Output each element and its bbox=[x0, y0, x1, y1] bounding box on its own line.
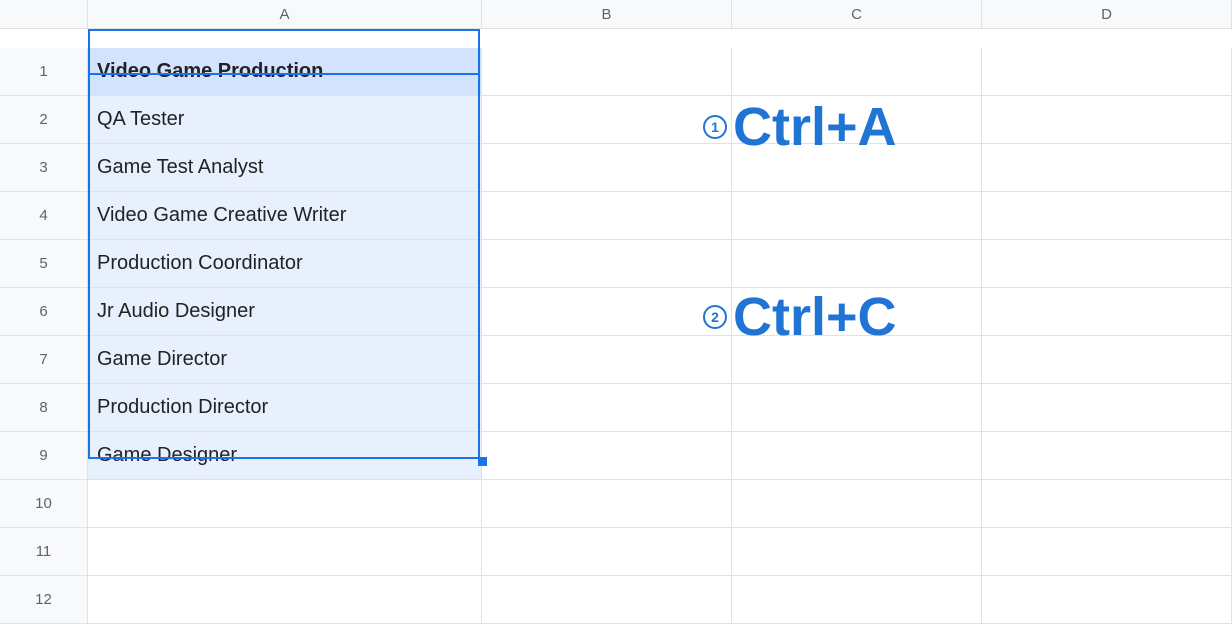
select-all-corner[interactable] bbox=[0, 0, 88, 29]
cell-A3[interactable]: Game Test Analyst bbox=[88, 144, 482, 192]
cell-B10[interactable] bbox=[482, 480, 732, 528]
cell-D9[interactable] bbox=[982, 432, 1232, 480]
cell-D3[interactable] bbox=[982, 144, 1232, 192]
cell-A1[interactable]: Video Game Production bbox=[88, 48, 482, 96]
annotation-text-1: Ctrl+A bbox=[733, 100, 897, 154]
cell-C8[interactable] bbox=[732, 384, 982, 432]
cell-A11[interactable] bbox=[88, 528, 482, 576]
annotation-2: 2 Ctrl+C bbox=[703, 290, 897, 344]
row-header-5[interactable]: 5 bbox=[0, 240, 88, 288]
cell-B2[interactable] bbox=[482, 96, 732, 144]
cell-D8[interactable] bbox=[982, 384, 1232, 432]
cell-D10[interactable] bbox=[982, 480, 1232, 528]
row-header-6[interactable]: 6 bbox=[0, 288, 88, 336]
cell-B12[interactable] bbox=[482, 576, 732, 624]
row-header-1[interactable]: 1 bbox=[0, 48, 88, 96]
cell-A8[interactable]: Production Director bbox=[88, 384, 482, 432]
cell-C1[interactable] bbox=[732, 48, 982, 96]
cell-D1[interactable] bbox=[982, 48, 1232, 96]
spreadsheet-grid[interactable]: A B C D 1 Video Game Production 2 QA Tes… bbox=[0, 0, 1232, 624]
cell-A6[interactable]: Jr Audio Designer bbox=[88, 288, 482, 336]
cell-C5[interactable] bbox=[732, 240, 982, 288]
col-header-A[interactable]: A bbox=[88, 0, 482, 29]
cell-A10[interactable] bbox=[88, 480, 482, 528]
cell-C9[interactable] bbox=[732, 432, 982, 480]
annotation-text-2: Ctrl+C bbox=[733, 290, 897, 344]
cell-A12[interactable] bbox=[88, 576, 482, 624]
cell-D12[interactable] bbox=[982, 576, 1232, 624]
row-header-11[interactable]: 11 bbox=[0, 528, 88, 576]
cell-D4[interactable] bbox=[982, 192, 1232, 240]
cell-C12[interactable] bbox=[732, 576, 982, 624]
fill-handle[interactable] bbox=[478, 457, 487, 466]
cell-A4[interactable]: Video Game Creative Writer bbox=[88, 192, 482, 240]
row-header-3[interactable]: 3 bbox=[0, 144, 88, 192]
cell-D11[interactable] bbox=[982, 528, 1232, 576]
cell-A7[interactable]: Game Director bbox=[88, 336, 482, 384]
row-header-8[interactable]: 8 bbox=[0, 384, 88, 432]
cell-C10[interactable] bbox=[732, 480, 982, 528]
cell-B3[interactable] bbox=[482, 144, 732, 192]
cell-B4[interactable] bbox=[482, 192, 732, 240]
cell-C4[interactable] bbox=[732, 192, 982, 240]
cell-D5[interactable] bbox=[982, 240, 1232, 288]
cell-B11[interactable] bbox=[482, 528, 732, 576]
col-header-B[interactable]: B bbox=[482, 0, 732, 29]
annotation-1: 1 Ctrl+A bbox=[703, 100, 897, 154]
cell-A2[interactable]: QA Tester bbox=[88, 96, 482, 144]
cell-B8[interactable] bbox=[482, 384, 732, 432]
cell-B9[interactable] bbox=[482, 432, 732, 480]
cell-D6[interactable] bbox=[982, 288, 1232, 336]
cell-D7[interactable] bbox=[982, 336, 1232, 384]
cell-B1[interactable] bbox=[482, 48, 732, 96]
cell-B5[interactable] bbox=[482, 240, 732, 288]
row-header-4[interactable]: 4 bbox=[0, 192, 88, 240]
row-header-7[interactable]: 7 bbox=[0, 336, 88, 384]
col-header-D[interactable]: D bbox=[982, 0, 1232, 29]
cell-D2[interactable] bbox=[982, 96, 1232, 144]
row-header-2[interactable]: 2 bbox=[0, 96, 88, 144]
cell-A9[interactable]: Game Designer bbox=[88, 432, 482, 480]
row-header-9[interactable]: 9 bbox=[0, 432, 88, 480]
col-header-C[interactable]: C bbox=[732, 0, 982, 29]
row-header-12[interactable]: 12 bbox=[0, 576, 88, 624]
row-header-10[interactable]: 10 bbox=[0, 480, 88, 528]
cell-B6[interactable] bbox=[482, 288, 732, 336]
annotation-badge-1: 1 bbox=[703, 115, 727, 139]
cell-B7[interactable] bbox=[482, 336, 732, 384]
cell-C11[interactable] bbox=[732, 528, 982, 576]
annotation-badge-2: 2 bbox=[703, 305, 727, 329]
cell-A5[interactable]: Production Coordinator bbox=[88, 240, 482, 288]
